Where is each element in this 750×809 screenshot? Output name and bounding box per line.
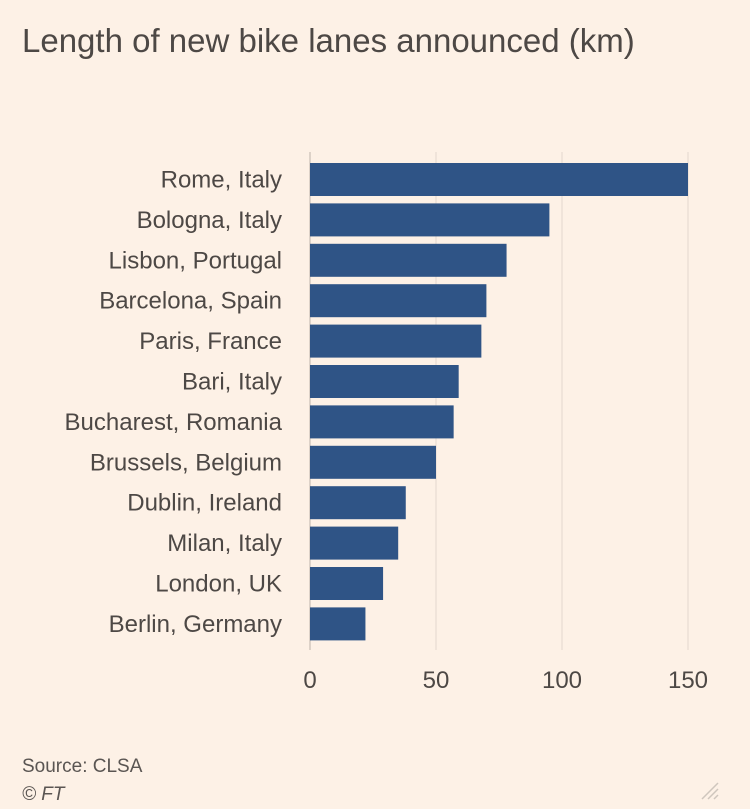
bar	[310, 486, 406, 520]
x-tick-label: 100	[542, 667, 582, 694]
bar	[310, 324, 482, 358]
category-labels: Rome, Italy Bologna, Italy Lisbon, Portuga…	[65, 167, 283, 638]
x-tick-label: 50	[423, 667, 450, 694]
bar	[310, 526, 399, 560]
bar	[310, 243, 507, 277]
x-tick-label: 0	[303, 667, 316, 694]
bar	[310, 445, 436, 479]
category-label: Barcelona, Spain	[99, 288, 282, 315]
x-tick-label: 150	[668, 667, 708, 694]
category-label: Milan, Italy	[167, 530, 282, 557]
source-note: Source: CLSA	[22, 756, 143, 777]
x-tick-labels: 0 50 100 150	[303, 667, 708, 694]
category-label: Berlin, Germany	[109, 611, 282, 638]
bar	[310, 203, 550, 237]
category-label: Brussels, Belgium	[90, 449, 282, 476]
category-label: London, UK	[155, 571, 282, 598]
bar	[310, 284, 487, 318]
category-label: Paris, France	[139, 328, 282, 355]
chart-title: Length of new bike lanes announced (km)	[22, 22, 635, 59]
resize-handle-icon	[701, 782, 719, 800]
category-label: Rome, Italy	[161, 167, 282, 194]
bar	[310, 567, 384, 600]
bars	[310, 163, 688, 641]
bar	[310, 163, 688, 196]
bar-chart: Rome, Italy Bologna, Italy Lisbon, Portuga…	[65, 152, 708, 694]
bar	[310, 607, 366, 641]
category-label: Bucharest, Romania	[65, 409, 283, 436]
bar	[310, 365, 459, 398]
bar	[310, 405, 454, 439]
category-label: Lisbon, Portugal	[109, 247, 282, 274]
category-label: Dublin, Ireland	[127, 490, 282, 517]
copyright-note: © FT	[22, 784, 65, 805]
category-label: Bologna, Italy	[137, 207, 282, 234]
category-label: Bari, Italy	[182, 369, 282, 396]
